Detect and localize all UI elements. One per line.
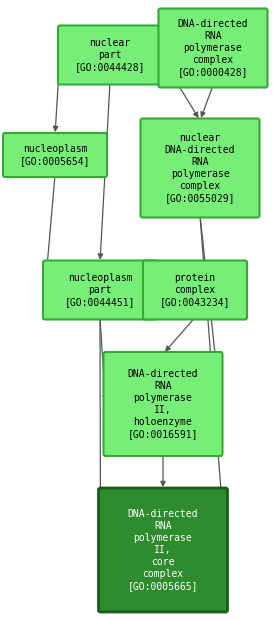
Text: DNA-directed
RNA
polymerase
II,
core
complex
[GO:0005665]: DNA-directed RNA polymerase II, core com… — [128, 509, 198, 591]
FancyBboxPatch shape — [104, 352, 222, 456]
FancyBboxPatch shape — [98, 488, 227, 612]
Text: nuclear
part
[GO:0044428]: nuclear part [GO:0044428] — [75, 38, 145, 72]
Text: nuclear
DNA-directed
RNA
polymerase
complex
[GO:0055029]: nuclear DNA-directed RNA polymerase comp… — [165, 133, 235, 203]
FancyBboxPatch shape — [141, 118, 259, 218]
FancyBboxPatch shape — [43, 260, 157, 319]
Text: nucleoplasm
part
[GO:0044451]: nucleoplasm part [GO:0044451] — [65, 273, 135, 307]
FancyBboxPatch shape — [3, 133, 107, 177]
FancyBboxPatch shape — [158, 9, 267, 87]
FancyBboxPatch shape — [143, 260, 247, 319]
FancyBboxPatch shape — [58, 25, 162, 84]
Text: DNA-directed
RNA
polymerase
II,
holoenzyme
[GO:0016591]: DNA-directed RNA polymerase II, holoenzy… — [128, 369, 198, 439]
Text: protein
complex
[GO:0043234]: protein complex [GO:0043234] — [160, 273, 230, 307]
Text: DNA-directed
RNA
polymerase
complex
[GO:0000428]: DNA-directed RNA polymerase complex [GO:… — [178, 19, 248, 77]
Text: nucleoplasm
[GO:0005654]: nucleoplasm [GO:0005654] — [20, 144, 90, 166]
